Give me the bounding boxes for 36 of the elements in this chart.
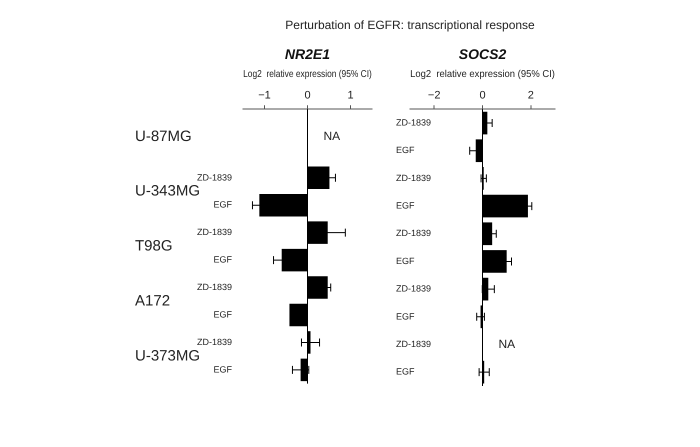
y-tick-label: ZD-1839 [396, 118, 432, 128]
x-tick-label: 2 [528, 90, 534, 102]
y-tick-label: ZD-1839 [196, 172, 232, 182]
text: U-343MG [135, 182, 200, 200]
y-tick-label: EGF [396, 145, 416, 156]
y-tick-label: EGF [213, 254, 232, 265]
x-axis-title: Log2 relative expression (95% CI) [243, 68, 372, 79]
y-tick-label: ZD-1839 [396, 172, 432, 183]
text: T98G [135, 238, 173, 255]
chart-subtitle: NR2E1 [284, 46, 332, 62]
y-tick-label: ZD-1839 [396, 338, 432, 349]
y-tick-label: ZD-1839 [196, 282, 232, 292]
y-tick-label: EGF [213, 364, 232, 374]
y-tick-label: EGF [396, 311, 416, 322]
y-tick-label: ZD-1839 [396, 284, 432, 294]
annotation: NA [324, 128, 340, 143]
x-tick-label: −2 [428, 90, 440, 102]
text: U-87MG [135, 128, 192, 145]
x-tick-label: −1 [258, 90, 271, 102]
y-tick-label: ZD-1839 [196, 336, 232, 347]
text: U-373MG [135, 347, 200, 364]
y-tick-label: EGF [213, 200, 232, 210]
chart-subtitle: SOCS2 [458, 46, 508, 62]
y-tick-label: EGF [396, 200, 416, 211]
y-tick-label: ZD-1839 [396, 228, 432, 238]
y-tick-label: EGF [396, 366, 416, 377]
annotation: NA [498, 336, 516, 351]
x-tick-label: 0 [479, 90, 486, 102]
y-tick-label: ZD-1839 [196, 227, 232, 238]
x-axis-title: Log2 relative expression (95% CI) [410, 68, 555, 80]
x-tick-label: 1 [347, 90, 354, 102]
y-tick-label: EGF [396, 256, 416, 266]
x-tick-label: 0 [304, 90, 311, 102]
y-tick-label: EGF [213, 309, 232, 320]
text: Perturbation of EGFR: transcriptional response [284, 18, 536, 32]
text: A172 [135, 292, 170, 310]
